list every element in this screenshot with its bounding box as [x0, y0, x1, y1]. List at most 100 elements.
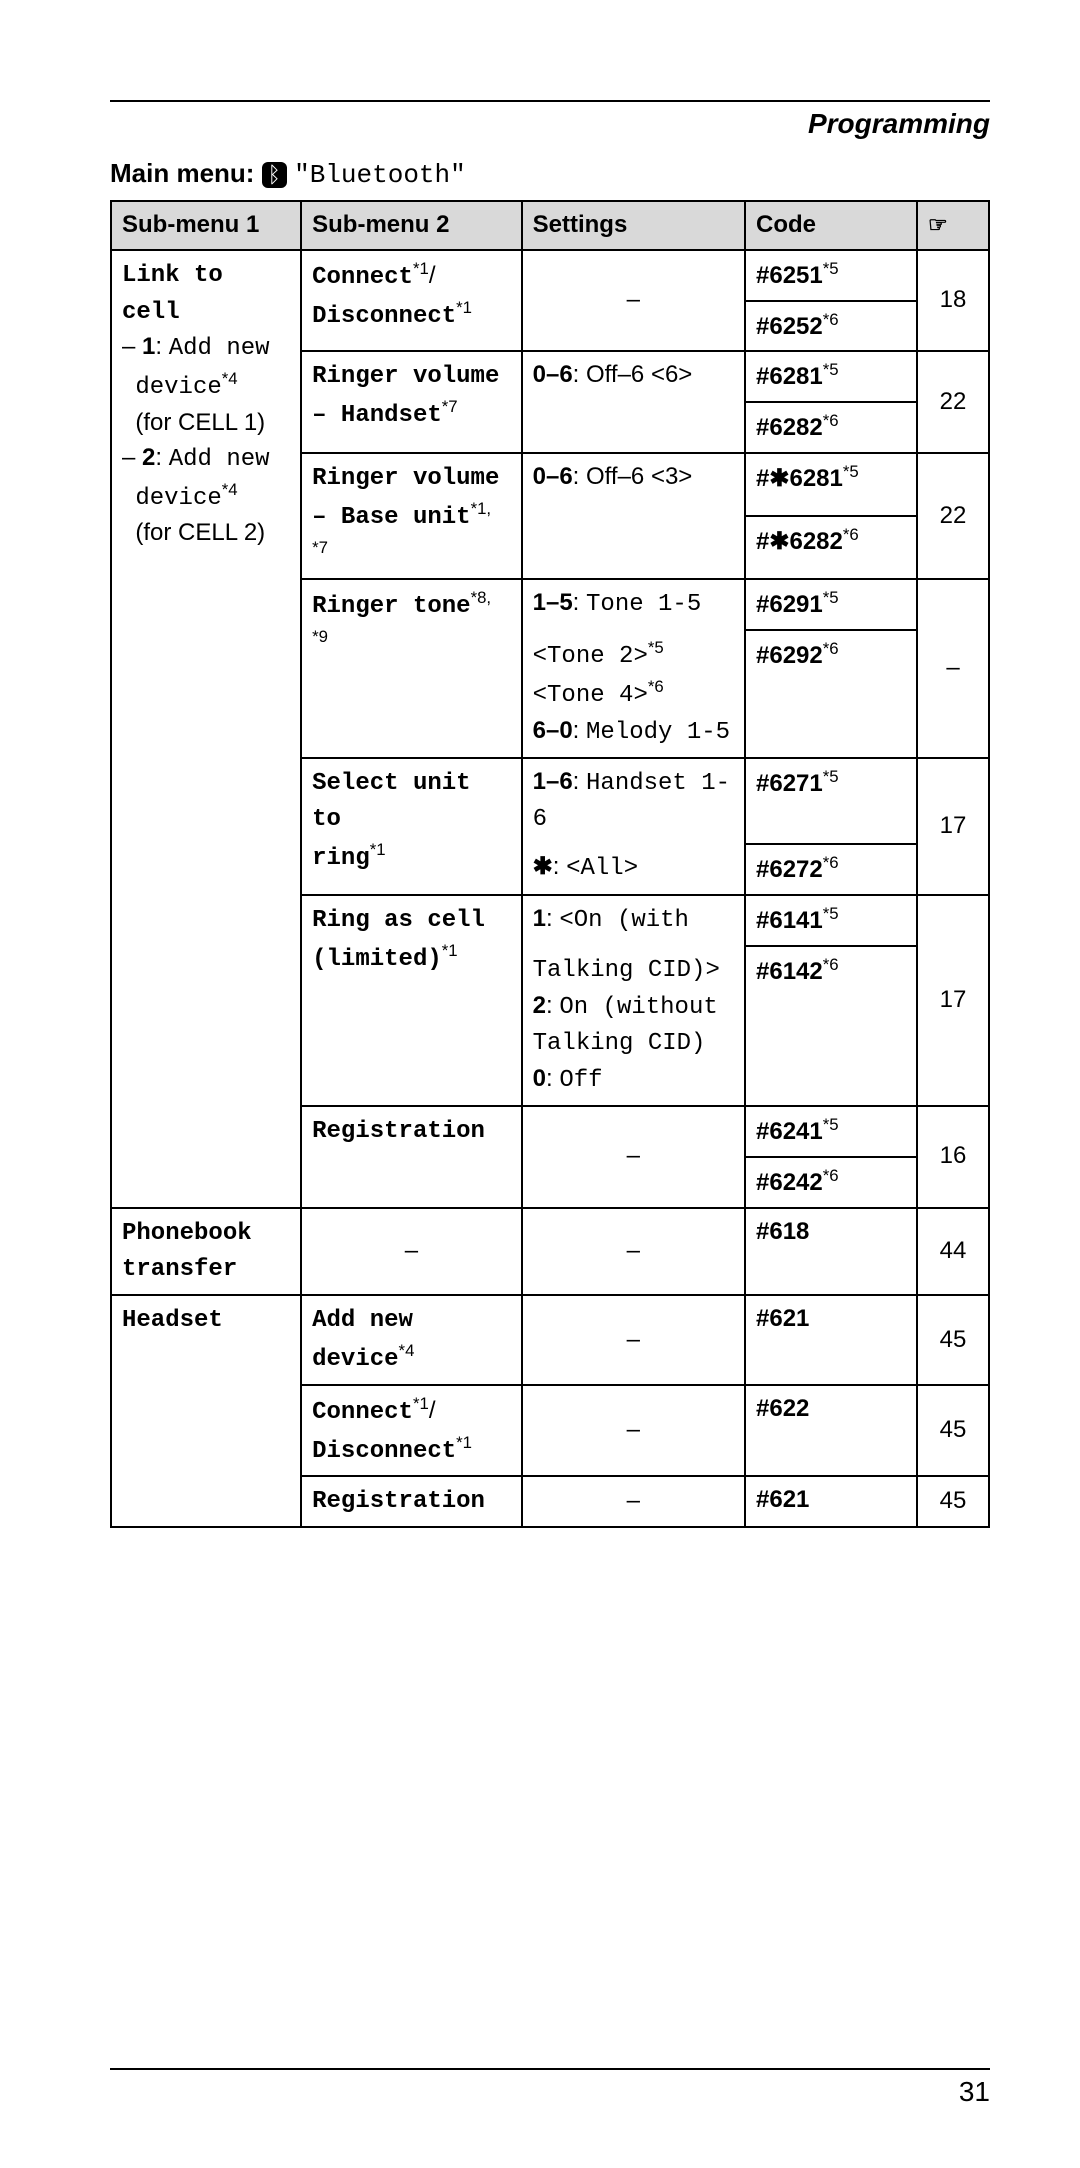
rvb-text: Ringer volume	[312, 465, 499, 492]
page-header: Programming	[110, 108, 990, 140]
cell-connect-code2: #6252*6	[745, 301, 917, 352]
l2c: Add new	[169, 446, 270, 473]
c1s: *5	[823, 259, 839, 278]
racs1c: :	[546, 905, 559, 932]
menu-table: Sub-menu 1 Sub-menu 2 Settings Code ☞ Li…	[110, 200, 990, 1528]
cell-reg1-code2: #6242*6	[745, 1157, 917, 1208]
link-title: Link to cell	[122, 262, 223, 326]
cell-rv-base-code2: #✱6282*6	[745, 516, 917, 579]
cell-rv-base-code1: #✱6281*5	[745, 453, 917, 516]
suc1s: *5	[823, 767, 839, 786]
table-row: Headset Add new device*4 – #621 45	[111, 1295, 989, 1385]
racs3c: :	[546, 992, 559, 1019]
cell-su-set2: ✱: <All>	[522, 844, 745, 895]
cell-rac-code2: #6142*6	[745, 946, 917, 1106]
cell-rac-set1: 1: <On (with	[522, 895, 745, 946]
rts3s: *6	[648, 677, 664, 696]
indent4	[122, 519, 135, 546]
hs-csup: *1	[413, 1394, 429, 1413]
table-row: Link to cell – 1: Add new device*4 (for …	[111, 250, 989, 301]
th-ref: ☞	[917, 201, 989, 250]
device2: device	[135, 485, 221, 512]
cell-rv-base-page: 22	[917, 453, 989, 579]
hs-c1: #621	[756, 1305, 809, 1332]
racs5b: 0	[533, 1065, 546, 1092]
cell-rv-handset: Ringer volume – Handset*7	[301, 351, 522, 453]
cell-reg1-page: 16	[917, 1106, 989, 1208]
rts3: <Tone 4>	[533, 682, 648, 709]
sus2c: :	[553, 853, 566, 880]
cell-reg1-set: –	[522, 1106, 745, 1208]
indent3	[122, 483, 135, 510]
cell-rv-handset-code1: #6281*5	[745, 351, 917, 402]
cell-rv-handset-set: 0–6: Off–6 <6>	[522, 351, 745, 453]
hs-reg: Registration	[312, 1488, 485, 1515]
cell-link-to-cell: Link to cell – 1: Add new device*4 (for …	[111, 250, 301, 1208]
cell-rt-code2: #6292*6	[745, 630, 917, 757]
hs-disc: Disconnect	[312, 1438, 456, 1465]
table-header-row: Sub-menu 1 Sub-menu 2 Settings Code ☞	[111, 201, 989, 250]
table-row: Phonebook transfer – – #618 44	[111, 1208, 989, 1296]
rtc2s: *6	[823, 639, 839, 658]
connect-sup: *1	[413, 259, 429, 278]
rv-text: Ringer volume	[312, 363, 499, 390]
racs5c: :	[546, 1065, 559, 1092]
rtc2: #6292	[756, 642, 823, 669]
cell-ring-as-cell: Ring as cell (limited)*1	[301, 895, 522, 1106]
cell-hs-set1: –	[522, 1295, 745, 1385]
hs-add: Add new	[312, 1307, 413, 1334]
l2c-colon: :	[155, 444, 168, 471]
cell-hs-code1: #621	[745, 1295, 917, 1385]
connect-text: Connect	[312, 264, 413, 291]
su-t1: Select unit to	[312, 770, 470, 834]
rvbc2s: *6	[843, 525, 859, 544]
th-sub1: Sub-menu 1	[111, 201, 301, 250]
cell-hs-page2: 45	[917, 1385, 989, 1477]
rvbc1h: #	[756, 465, 769, 492]
cell-reg1: Registration	[301, 1106, 522, 1208]
racs1r: <On (with	[559, 907, 689, 934]
su-t2: ring	[312, 845, 370, 872]
hs-c3: #621	[756, 1486, 809, 1513]
cell-rac-page: 17	[917, 895, 989, 1106]
racc2s: *6	[823, 955, 839, 974]
rvhc1: #6281	[756, 363, 823, 390]
cell-headset: Headset	[111, 1295, 301, 1527]
bluetooth-icon: ᛒ	[262, 162, 287, 188]
main-menu-line: Main menu: ᛒ "Bluetooth"	[110, 158, 990, 190]
racs4: Talking CID)	[533, 1030, 706, 1057]
cell-select-unit: Select unit to ring*1	[301, 758, 522, 895]
page-number: 31	[959, 2076, 990, 2107]
racc2: #6142	[756, 958, 823, 985]
rts1r: Tone 1-5	[586, 591, 701, 618]
racs5r: Off	[559, 1067, 602, 1094]
cell-su-page: 17	[917, 758, 989, 895]
disconnect-sup: *1	[456, 298, 472, 317]
rts1c: :	[573, 589, 586, 616]
rts4c: :	[573, 717, 586, 744]
racs2: Talking CID)>	[533, 957, 720, 984]
main-menu-label: Main menu:	[110, 158, 262, 188]
cell-connect-settings: –	[522, 250, 745, 352]
cell-connect-page: 18	[917, 250, 989, 352]
th-settings: Settings	[522, 201, 745, 250]
cell-hs-reg: Registration	[301, 1476, 522, 1527]
rvb-l2: – Base unit	[312, 504, 470, 531]
cell-hs-connect: Connect*1/ Disconnect*1	[301, 1385, 522, 1477]
th-code: Code	[745, 201, 917, 250]
rvbc1star: ✱	[769, 465, 789, 492]
rvbc2star: ✱	[769, 528, 789, 555]
c2s: *6	[823, 310, 839, 329]
rt-text: Ringer tone	[312, 593, 470, 620]
cell-su-set1: 1–6: Handset 1-6	[522, 758, 745, 845]
sus2star: ✱	[533, 853, 553, 880]
th-sub2: Sub-menu 2	[301, 201, 522, 250]
l1b: 1	[142, 333, 155, 360]
cell-connect-code1: #6251*5	[745, 250, 917, 301]
pb-t1: Phonebook	[122, 1220, 252, 1247]
page-container: Programming Main menu: ᛒ "Bluetooth" Sub…	[0, 0, 1080, 2168]
hs-dsup: *1	[456, 1433, 472, 1452]
reg1c2s: *6	[823, 1166, 839, 1185]
rv-sup: *7	[442, 397, 458, 416]
l2a: –	[122, 444, 142, 471]
